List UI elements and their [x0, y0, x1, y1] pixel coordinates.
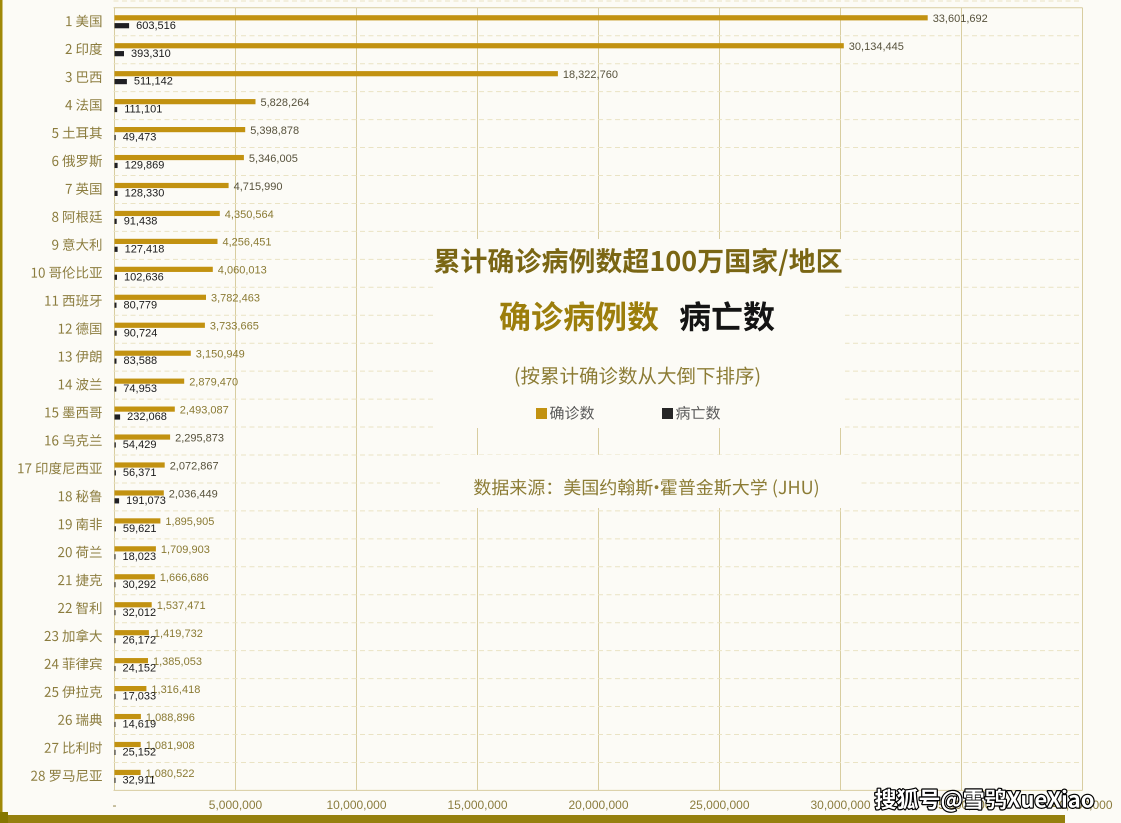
svg-text:91,438: 91,438: [124, 215, 158, 227]
svg-text:1,709,903: 1,709,903: [161, 544, 210, 556]
svg-text:15,000,000: 15,000,000: [447, 798, 507, 812]
svg-text:17,033: 17,033: [123, 691, 157, 703]
svg-text:30,134,445: 30,134,445: [849, 41, 904, 53]
svg-text:129,869: 129,869: [125, 160, 165, 172]
svg-text:1,088,896: 1,088,896: [146, 712, 195, 724]
svg-text:56,371: 56,371: [123, 467, 157, 479]
svg-text:30,000,000: 30,000,000: [810, 798, 870, 812]
svg-text:128,330: 128,330: [125, 188, 165, 200]
svg-text:603,516: 603,516: [136, 20, 176, 32]
svg-text:511,142: 511,142: [134, 76, 173, 88]
svg-text:80,779: 80,779: [124, 299, 158, 311]
svg-text:5,828,264: 5,828,264: [261, 97, 310, 109]
svg-text:2,036,449: 2,036,449: [169, 488, 218, 500]
svg-text:102,636: 102,636: [124, 271, 164, 283]
svg-text:1,895,905: 1,895,905: [165, 516, 214, 528]
svg-text:393,310: 393,310: [131, 48, 171, 60]
svg-text:49,473: 49,473: [123, 132, 157, 144]
svg-text:4,350,564: 4,350,564: [225, 209, 274, 221]
svg-text:74,953: 74,953: [123, 383, 157, 395]
svg-text:2,295,873: 2,295,873: [175, 432, 224, 444]
svg-text:3,150,949: 3,150,949: [196, 349, 245, 361]
svg-text:20,000,000: 20,000,000: [568, 798, 628, 812]
svg-text:1,666,686: 1,666,686: [160, 572, 209, 584]
svg-text:30,292: 30,292: [123, 579, 157, 591]
svg-text:5,398,878: 5,398,878: [250, 125, 299, 137]
svg-text:2,072,867: 2,072,867: [170, 460, 219, 472]
svg-text:3,782,463: 3,782,463: [211, 293, 260, 305]
svg-text:1,537,471: 1,537,471: [157, 600, 206, 612]
svg-text:59,621: 59,621: [123, 523, 157, 535]
svg-text:4,715,990: 4,715,990: [234, 181, 283, 193]
svg-text:191,073: 191,073: [126, 495, 166, 507]
svg-text:90,724: 90,724: [124, 327, 158, 339]
svg-text:25,152: 25,152: [123, 747, 157, 759]
svg-text:18,023: 18,023: [123, 551, 157, 563]
svg-text:25,000,000: 25,000,000: [689, 798, 749, 812]
svg-text:232,068: 232,068: [127, 411, 167, 423]
svg-text:127,418: 127,418: [125, 243, 165, 255]
svg-text:4,256,451: 4,256,451: [223, 237, 272, 249]
svg-text:10,000,000: 10,000,000: [326, 798, 386, 812]
svg-text:111,101: 111,101: [124, 104, 162, 116]
svg-text:33,601,692: 33,601,692: [933, 13, 988, 25]
svg-text:24,152: 24,152: [123, 663, 157, 675]
svg-text:1,080,522: 1,080,522: [146, 768, 195, 780]
svg-text:1,081,908: 1,081,908: [146, 740, 195, 752]
svg-text:2,879,470: 2,879,470: [189, 376, 238, 388]
svg-text:5,346,005: 5,346,005: [249, 153, 298, 165]
svg-text:5,000,000: 5,000,000: [209, 798, 263, 812]
svg-text:3,733,665: 3,733,665: [210, 321, 259, 333]
svg-text:2,493,087: 2,493,087: [180, 404, 229, 416]
svg-text:83,588: 83,588: [124, 355, 158, 367]
svg-text:14,619: 14,619: [123, 719, 157, 731]
svg-text:26,172: 26,172: [123, 635, 157, 647]
svg-text:54,429: 54,429: [123, 439, 157, 451]
svg-text:-: -: [113, 798, 117, 812]
svg-text:1,385,053: 1,385,053: [153, 656, 202, 668]
svg-text:32,012: 32,012: [123, 607, 157, 619]
svg-text:1,316,418: 1,316,418: [151, 684, 200, 696]
svg-text:32,911: 32,911: [123, 774, 156, 786]
svg-text:18,322,760: 18,322,760: [563, 69, 618, 81]
svg-text:1,419,732: 1,419,732: [154, 628, 203, 640]
svg-text:4,060,013: 4,060,013: [218, 265, 267, 277]
